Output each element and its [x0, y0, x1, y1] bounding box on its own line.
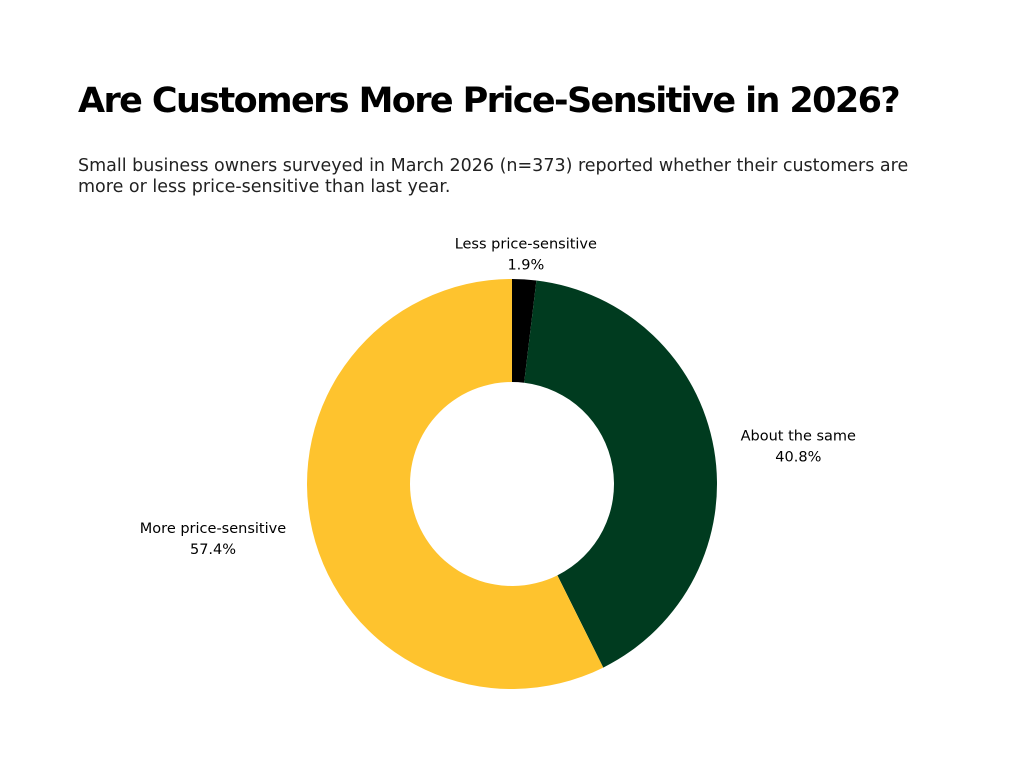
- slice-label-less-price-sensitive: Less price-sensitive: [455, 236, 597, 252]
- slice-value-about-the-same: 40.8%: [775, 450, 821, 466]
- slice-value-more-price-sensitive: 57.4%: [190, 542, 236, 558]
- slice-more-price-sensitive: [307, 279, 604, 690]
- slice-value-less-price-sensitive: 1.9%: [507, 257, 544, 273]
- chart-subtitle: Small business owners surveyed in March …: [78, 156, 909, 197]
- chart-title: Are Customers More Price-Sensitive in 20…: [78, 81, 901, 121]
- slice-label-more-price-sensitive: More price-sensitive: [140, 521, 286, 537]
- slice-less-price-sensitive: [512, 279, 537, 383]
- slice-about-the-same: [524, 280, 717, 668]
- slice-label-about-the-same: About the same: [741, 429, 856, 445]
